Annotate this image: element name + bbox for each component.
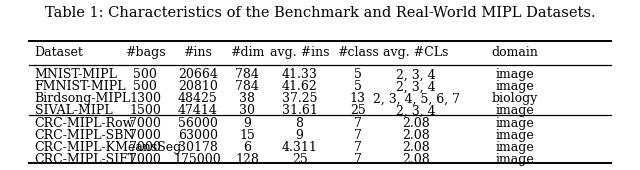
Text: 5: 5 <box>354 68 362 81</box>
Text: 6: 6 <box>243 141 251 154</box>
Text: image: image <box>496 80 534 93</box>
Text: 7: 7 <box>354 129 362 142</box>
Text: 7: 7 <box>354 117 362 130</box>
Text: 63000: 63000 <box>178 129 218 142</box>
Text: 41.33: 41.33 <box>282 68 317 81</box>
Text: 20810: 20810 <box>178 80 218 93</box>
Text: 7000: 7000 <box>129 117 161 130</box>
Text: 7000: 7000 <box>129 141 161 154</box>
Text: avg. #CLs: avg. #CLs <box>383 46 449 59</box>
Text: 37.25: 37.25 <box>282 92 317 105</box>
Text: 5: 5 <box>354 80 362 93</box>
Text: 784: 784 <box>236 68 259 81</box>
Text: 56000: 56000 <box>178 117 218 130</box>
Text: image: image <box>496 129 534 142</box>
Text: 2.08: 2.08 <box>403 129 430 142</box>
Text: 30178: 30178 <box>178 141 218 154</box>
Text: 2, 3, 4: 2, 3, 4 <box>396 105 436 117</box>
Text: 38: 38 <box>239 92 255 105</box>
Text: image: image <box>496 68 534 81</box>
Text: 9: 9 <box>296 129 303 142</box>
Text: 25: 25 <box>350 105 365 117</box>
Text: 7: 7 <box>354 153 362 166</box>
Text: 1500: 1500 <box>129 105 161 117</box>
Text: #dim: #dim <box>230 46 264 59</box>
Text: image: image <box>496 105 534 117</box>
Text: Dataset: Dataset <box>35 46 83 59</box>
Text: 15: 15 <box>239 129 255 142</box>
Text: #bags: #bags <box>125 46 166 59</box>
Text: image: image <box>496 117 534 130</box>
Text: CRC-MIPL-SBN: CRC-MIPL-SBN <box>35 129 135 142</box>
Text: domain: domain <box>492 46 539 59</box>
Text: 2, 3, 4, 5, 6, 7: 2, 3, 4, 5, 6, 7 <box>372 92 460 105</box>
Text: 175000: 175000 <box>174 153 221 166</box>
Text: 30: 30 <box>239 105 255 117</box>
Text: MNIST-MIPL: MNIST-MIPL <box>35 68 117 81</box>
Text: 7: 7 <box>354 141 362 154</box>
Text: CRC-MIPL-Row: CRC-MIPL-Row <box>35 117 134 130</box>
Text: 2.08: 2.08 <box>403 153 430 166</box>
Text: 31.61: 31.61 <box>282 105 317 117</box>
Text: image: image <box>496 153 534 166</box>
Text: 2, 3, 4: 2, 3, 4 <box>396 80 436 93</box>
Text: 7000: 7000 <box>129 129 161 142</box>
Text: 500: 500 <box>133 68 157 81</box>
Text: 8: 8 <box>296 117 303 130</box>
Text: 25: 25 <box>292 153 307 166</box>
Text: 2.08: 2.08 <box>403 141 430 154</box>
Text: 20664: 20664 <box>178 68 218 81</box>
Text: #ins: #ins <box>183 46 212 59</box>
Text: biology: biology <box>492 92 538 105</box>
Text: 7000: 7000 <box>129 153 161 166</box>
Text: 500: 500 <box>133 80 157 93</box>
Text: 4.311: 4.311 <box>282 141 317 154</box>
Text: 128: 128 <box>236 153 259 166</box>
Text: 47414: 47414 <box>178 105 218 117</box>
Text: SIVAL-MIPL: SIVAL-MIPL <box>35 105 112 117</box>
Text: CRC-MIPL-KMeansSeg: CRC-MIPL-KMeansSeg <box>35 141 182 154</box>
Text: 48425: 48425 <box>178 92 218 105</box>
Text: CRC-MIPL-SIFT: CRC-MIPL-SIFT <box>35 153 137 166</box>
Text: 41.62: 41.62 <box>282 80 317 93</box>
Text: 9: 9 <box>243 117 251 130</box>
Text: avg. #ins: avg. #ins <box>270 46 330 59</box>
Text: Birdsong-MIPL: Birdsong-MIPL <box>35 92 131 105</box>
Text: #class: #class <box>337 46 379 59</box>
Text: 13: 13 <box>350 92 366 105</box>
Text: 2.08: 2.08 <box>403 117 430 130</box>
Text: 784: 784 <box>236 80 259 93</box>
Text: image: image <box>496 141 534 154</box>
Text: FMNIST-MIPL: FMNIST-MIPL <box>35 80 126 93</box>
Text: 1300: 1300 <box>129 92 161 105</box>
Text: 2, 3, 4: 2, 3, 4 <box>396 68 436 81</box>
Text: Table 1: Characteristics of the Benchmark and Real-World MIPL Datasets.: Table 1: Characteristics of the Benchmar… <box>45 6 595 20</box>
